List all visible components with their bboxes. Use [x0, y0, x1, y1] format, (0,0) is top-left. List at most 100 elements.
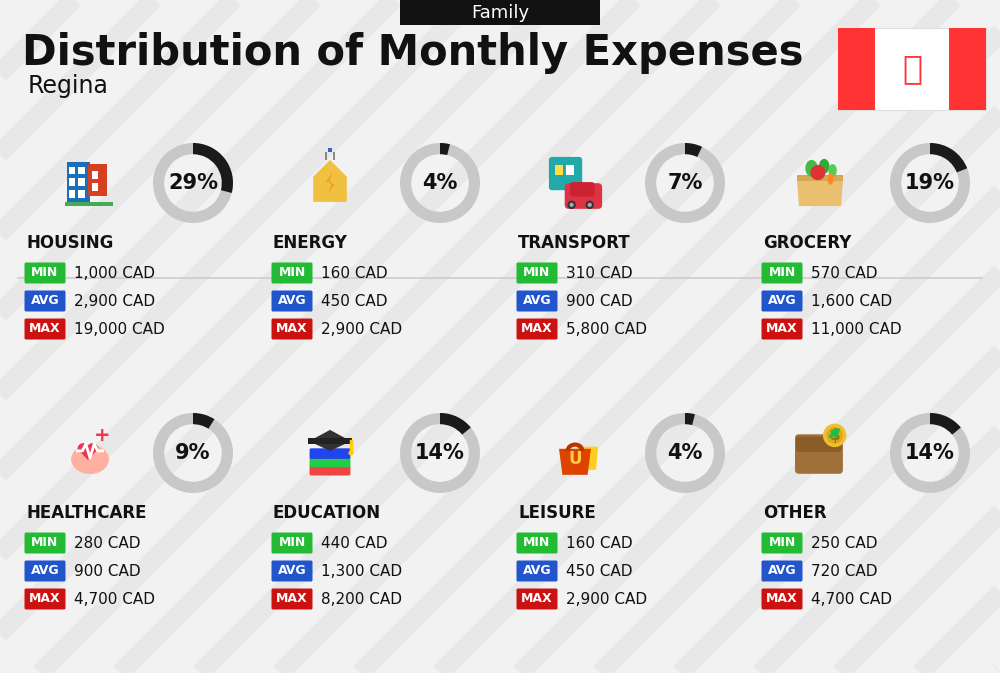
Text: MIN: MIN: [278, 267, 306, 279]
Text: MIN: MIN: [278, 536, 306, 549]
Text: MAX: MAX: [521, 322, 553, 336]
Wedge shape: [193, 143, 233, 193]
FancyBboxPatch shape: [24, 262, 66, 283]
Text: 4,700 CAD: 4,700 CAD: [811, 592, 892, 606]
Wedge shape: [400, 143, 480, 223]
FancyBboxPatch shape: [516, 318, 558, 339]
FancyBboxPatch shape: [762, 318, 802, 339]
Text: 1,000 CAD: 1,000 CAD: [74, 266, 155, 281]
Text: GROCERY: GROCERY: [763, 234, 851, 252]
Bar: [78, 167, 85, 174]
Text: 5,800 CAD: 5,800 CAD: [566, 322, 647, 336]
Ellipse shape: [71, 445, 109, 474]
Circle shape: [586, 201, 594, 209]
Bar: [69, 190, 75, 198]
FancyBboxPatch shape: [272, 318, 312, 339]
Text: MIN: MIN: [768, 536, 796, 549]
Text: +: +: [94, 426, 111, 445]
Bar: [308, 438, 352, 444]
Polygon shape: [577, 447, 598, 470]
FancyBboxPatch shape: [516, 561, 558, 581]
FancyBboxPatch shape: [516, 262, 558, 283]
Text: 4%: 4%: [667, 443, 703, 463]
FancyBboxPatch shape: [570, 182, 595, 197]
FancyBboxPatch shape: [795, 434, 843, 474]
Text: 310 CAD: 310 CAD: [566, 266, 633, 281]
FancyBboxPatch shape: [24, 291, 66, 312]
Text: HEALTHCARE: HEALTHCARE: [26, 504, 146, 522]
Text: 19%: 19%: [905, 173, 955, 193]
Bar: [88, 164, 107, 196]
Wedge shape: [78, 443, 89, 449]
Text: 570 CAD: 570 CAD: [811, 266, 878, 281]
Ellipse shape: [805, 160, 818, 177]
Bar: [838, 28, 986, 110]
Text: Family: Family: [471, 3, 529, 22]
Text: 2,900 CAD: 2,900 CAD: [321, 322, 402, 336]
Wedge shape: [440, 143, 450, 155]
Bar: [92, 171, 98, 179]
Wedge shape: [930, 143, 967, 172]
Text: 14%: 14%: [415, 443, 465, 463]
Bar: [78, 190, 85, 198]
Text: 900 CAD: 900 CAD: [74, 563, 141, 579]
Text: $: $: [829, 428, 840, 443]
Text: 2,900 CAD: 2,900 CAD: [566, 592, 647, 606]
Text: 8,200 CAD: 8,200 CAD: [321, 592, 402, 606]
Wedge shape: [153, 413, 233, 493]
Text: 160 CAD: 160 CAD: [321, 266, 388, 281]
Text: Distribution of Monthly Expenses: Distribution of Monthly Expenses: [22, 32, 804, 74]
FancyBboxPatch shape: [24, 561, 66, 581]
FancyBboxPatch shape: [762, 561, 802, 581]
Text: AVG: AVG: [768, 565, 796, 577]
FancyBboxPatch shape: [272, 588, 312, 610]
FancyBboxPatch shape: [400, 0, 600, 25]
Bar: [92, 183, 98, 190]
Text: 4,700 CAD: 4,700 CAD: [74, 592, 155, 606]
Text: MAX: MAX: [766, 322, 798, 336]
Text: MAX: MAX: [29, 592, 61, 606]
Ellipse shape: [827, 173, 834, 184]
Text: AVG: AVG: [31, 565, 59, 577]
Text: AVG: AVG: [278, 295, 306, 308]
Wedge shape: [930, 413, 961, 435]
Text: 29%: 29%: [168, 173, 218, 193]
Text: MIN: MIN: [523, 536, 551, 549]
Wedge shape: [645, 143, 725, 223]
Circle shape: [567, 201, 576, 209]
Wedge shape: [890, 143, 970, 223]
Wedge shape: [890, 413, 970, 493]
FancyBboxPatch shape: [762, 532, 802, 553]
Wedge shape: [440, 413, 471, 435]
Text: 2,900 CAD: 2,900 CAD: [74, 293, 155, 308]
Text: 250 CAD: 250 CAD: [811, 536, 878, 551]
Text: 1,600 CAD: 1,600 CAD: [811, 293, 892, 308]
Bar: [333, 152, 335, 160]
Polygon shape: [313, 160, 347, 202]
FancyBboxPatch shape: [516, 588, 558, 610]
Polygon shape: [559, 449, 591, 475]
Text: 450 CAD: 450 CAD: [566, 563, 633, 579]
Bar: [325, 152, 327, 160]
Text: AVG: AVG: [523, 295, 551, 308]
Text: AVG: AVG: [768, 295, 796, 308]
Text: 280 CAD: 280 CAD: [74, 536, 140, 551]
Wedge shape: [400, 413, 480, 493]
FancyBboxPatch shape: [762, 262, 802, 283]
Text: ENERGY: ENERGY: [273, 234, 348, 252]
FancyBboxPatch shape: [516, 532, 558, 553]
Text: 14%: 14%: [905, 443, 955, 463]
Bar: [838, 28, 875, 110]
FancyBboxPatch shape: [310, 465, 350, 476]
Text: 160 CAD: 160 CAD: [566, 536, 633, 551]
Wedge shape: [153, 143, 233, 223]
Bar: [797, 174, 843, 181]
Text: OTHER: OTHER: [763, 504, 827, 522]
Bar: [949, 28, 986, 110]
FancyBboxPatch shape: [24, 318, 66, 339]
Text: 4%: 4%: [422, 173, 458, 193]
Text: AVG: AVG: [523, 565, 551, 577]
Text: 440 CAD: 440 CAD: [321, 536, 388, 551]
Text: HOUSING: HOUSING: [26, 234, 113, 252]
FancyBboxPatch shape: [549, 157, 582, 190]
